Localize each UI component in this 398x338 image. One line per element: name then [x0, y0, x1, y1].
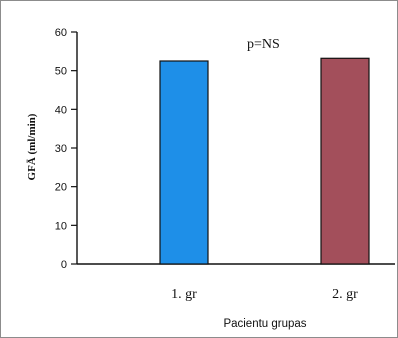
y-tick-label: 50	[55, 66, 67, 78]
x-tick-label: 1. gr	[171, 287, 197, 302]
x-tick-label: 2. gr	[332, 287, 358, 302]
x-axis-label: Pacientu grupas	[223, 318, 306, 330]
y-axis-label: GFĀ (ml/min)	[26, 113, 38, 180]
y-tick-label: 60	[55, 27, 67, 39]
y-tick-label: 40	[55, 104, 67, 116]
bars	[159, 57, 370, 265]
y-tick-label: 30	[55, 143, 67, 155]
x-tick-labels: 1. gr 2. gr	[171, 287, 358, 302]
y-tick-label: 0	[61, 259, 67, 271]
bar-2	[320, 57, 370, 265]
y-tick-label: 20	[55, 182, 67, 194]
y-tick-label: 10	[55, 220, 67, 232]
bar-1	[159, 60, 209, 265]
p-value-annotation: p=NS	[247, 37, 280, 52]
y-ticks: 0 10 20 30 40 50 60	[55, 27, 77, 271]
